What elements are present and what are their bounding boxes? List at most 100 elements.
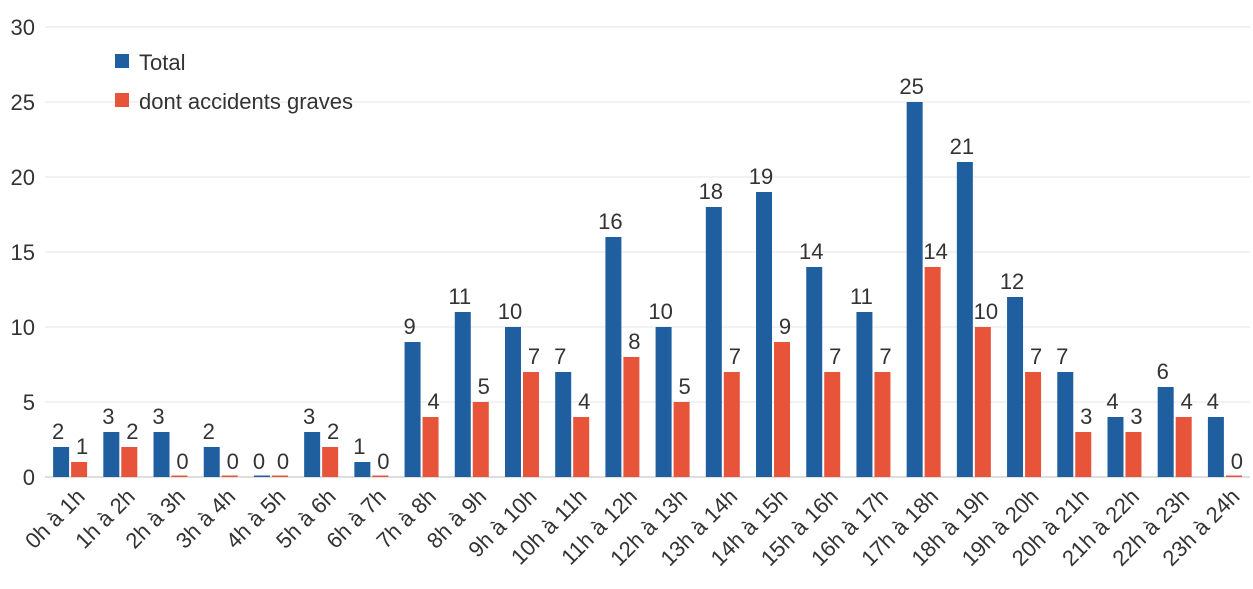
data-label-graves: 7 [829,344,841,369]
data-label-total: 4 [1207,389,1219,414]
data-label-total: 3 [102,404,114,429]
bar-total [1007,297,1024,477]
data-label-total: 0 [253,449,265,474]
bar-graves [1075,432,1092,477]
bar-total [655,327,672,477]
bar-graves [1125,432,1142,477]
bar-graves [171,475,188,477]
bar-graves [824,372,841,477]
data-label-total: 4 [1106,389,1118,414]
data-label-graves: 4 [578,389,590,414]
data-label-total: 12 [1000,269,1024,294]
data-label-graves: 2 [327,419,339,444]
bar-total [404,342,421,477]
bar-graves [522,372,539,477]
legend-label-graves: dont accidents graves [139,89,353,114]
data-label-total: 9 [403,314,415,339]
bar-total [1157,387,1174,477]
legend: Total dont accidents graves [115,50,353,114]
data-label-total: 21 [950,134,974,159]
bar-graves [422,417,439,477]
y-tick-label: 15 [11,240,35,265]
data-label-total: 2 [52,419,64,444]
bar-graves [623,357,640,477]
bar-total [53,447,70,477]
bar-graves [322,447,339,477]
bar-total [1057,372,1074,477]
bar-graves [1175,417,1192,477]
bar-graves [573,417,590,477]
data-label-total: 10 [648,299,672,324]
data-label-graves: 1 [76,434,88,459]
legend-swatch-graves [115,93,129,107]
y-tick-label: 10 [11,315,35,340]
data-label-graves: 3 [1080,404,1092,429]
bar-total [806,267,823,477]
bar-graves [1225,475,1242,477]
data-label-graves: 2 [126,419,138,444]
bar-total [555,372,572,477]
bar-total [1107,417,1124,477]
y-tick-label: 25 [11,90,35,115]
data-label-graves: 9 [779,314,791,339]
gridlines [45,26,1250,478]
data-label-total: 19 [749,164,773,189]
data-label-total: 16 [598,209,622,234]
data-label-total: 11 [448,284,471,309]
legend-swatch-total [115,54,129,68]
data-label-total: 7 [554,344,566,369]
bar-total [1207,417,1224,477]
data-label-graves: 7 [528,344,540,369]
data-label-total: 14 [799,239,823,264]
bar-graves [723,372,740,477]
y-tick-label: 0 [23,465,35,490]
bar-graves [221,475,238,477]
bar-total [354,462,371,477]
y-axis: 0 5 10 15 20 25 30 [11,15,35,490]
bar-total [454,312,471,477]
bar-graves [71,462,88,477]
bar-total [906,102,923,477]
data-label-total: 25 [899,74,923,99]
bar-total [203,447,220,477]
data-label-graves: 0 [377,449,389,474]
bar-total [605,237,622,477]
data-label-total: 2 [203,419,215,444]
data-label-graves: 0 [1231,449,1243,474]
data-label-graves: 14 [923,239,947,264]
bar-total [304,432,321,477]
bar-total [856,312,873,477]
bar-graves [924,267,941,477]
data-label-graves: 7 [729,344,741,369]
data-label-graves: 3 [1130,404,1142,429]
bar-total [504,327,521,477]
y-tick-label: 30 [11,15,35,40]
bar-graves [673,402,690,477]
data-label-total: 3 [152,404,164,429]
data-label-total: 1 [353,434,365,459]
bar-total [705,207,722,477]
data-label-total: 7 [1056,344,1068,369]
data-label-graves: 5 [478,374,490,399]
data-label-graves: 4 [1181,389,1193,414]
data-label-total: 10 [498,299,522,324]
bar-graves [372,475,389,477]
y-tick-label: 20 [11,165,35,190]
data-label-graves: 7 [1030,344,1042,369]
data-label-total: 6 [1157,359,1169,384]
data-label-graves: 8 [628,329,640,354]
bar-graves [121,447,138,477]
data-label-total: 11 [850,284,873,309]
data-label-graves: 10 [974,299,998,324]
bar-graves [472,402,489,477]
bars [53,102,1242,477]
bar-total [956,162,973,477]
data-label-graves: 5 [678,374,690,399]
bar-total [756,192,773,477]
bar-graves [774,342,791,477]
data-label-total: 18 [699,179,723,204]
